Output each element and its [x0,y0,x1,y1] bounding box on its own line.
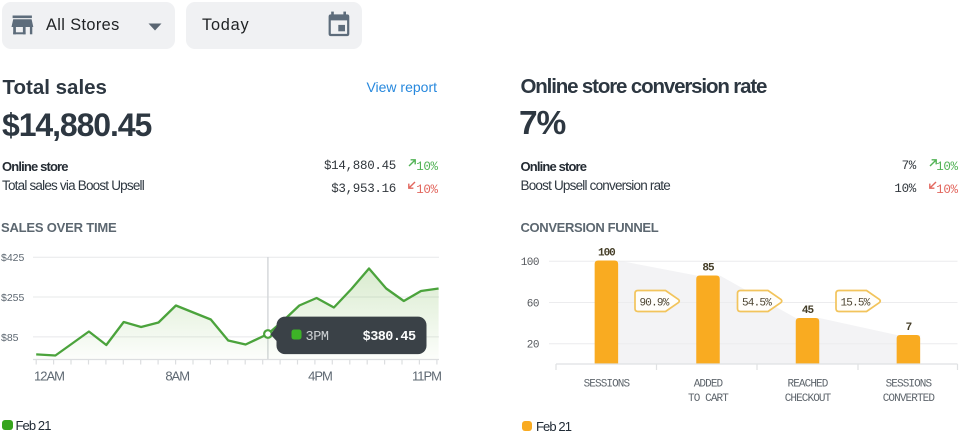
svg-text:7: 7 [906,322,912,334]
svg-text:3PM: 3PM [306,330,329,345]
svg-text:11PM: 11PM [412,369,441,384]
svg-text:$425: $425 [1,252,25,264]
svg-text:CONVERTED: CONVERTED [883,393,936,405]
svg-text:20: 20 [527,340,539,352]
svg-text:CHECKOUT: CHECKOUT [785,393,832,405]
svg-text:$380.45: $380.45 [363,330,416,345]
svg-text:TO CART: TO CART [688,393,729,405]
svg-text:100: 100 [521,257,539,269]
svg-text:85: 85 [702,263,715,275]
svg-text:SESSIONS: SESSIONS [584,379,631,391]
svg-text:12AM: 12AM [34,369,64,384]
svg-text:$85: $85 [1,332,19,344]
svg-text:$255: $255 [1,292,25,304]
svg-text:100: 100 [598,248,615,260]
svg-text:15.5%: 15.5% [840,298,870,310]
svg-text:ADDED: ADDED [694,379,724,391]
svg-text:60: 60 [527,299,539,311]
svg-text:SESSIONS: SESSIONS [886,379,933,391]
svg-text:8AM: 8AM [165,369,189,384]
svg-text:REACHED: REACHED [788,379,829,391]
svg-text:90.9%: 90.9% [639,298,669,310]
svg-text:4PM: 4PM [308,369,332,384]
svg-text:54.5%: 54.5% [742,298,772,310]
svg-text:45: 45 [802,305,815,317]
